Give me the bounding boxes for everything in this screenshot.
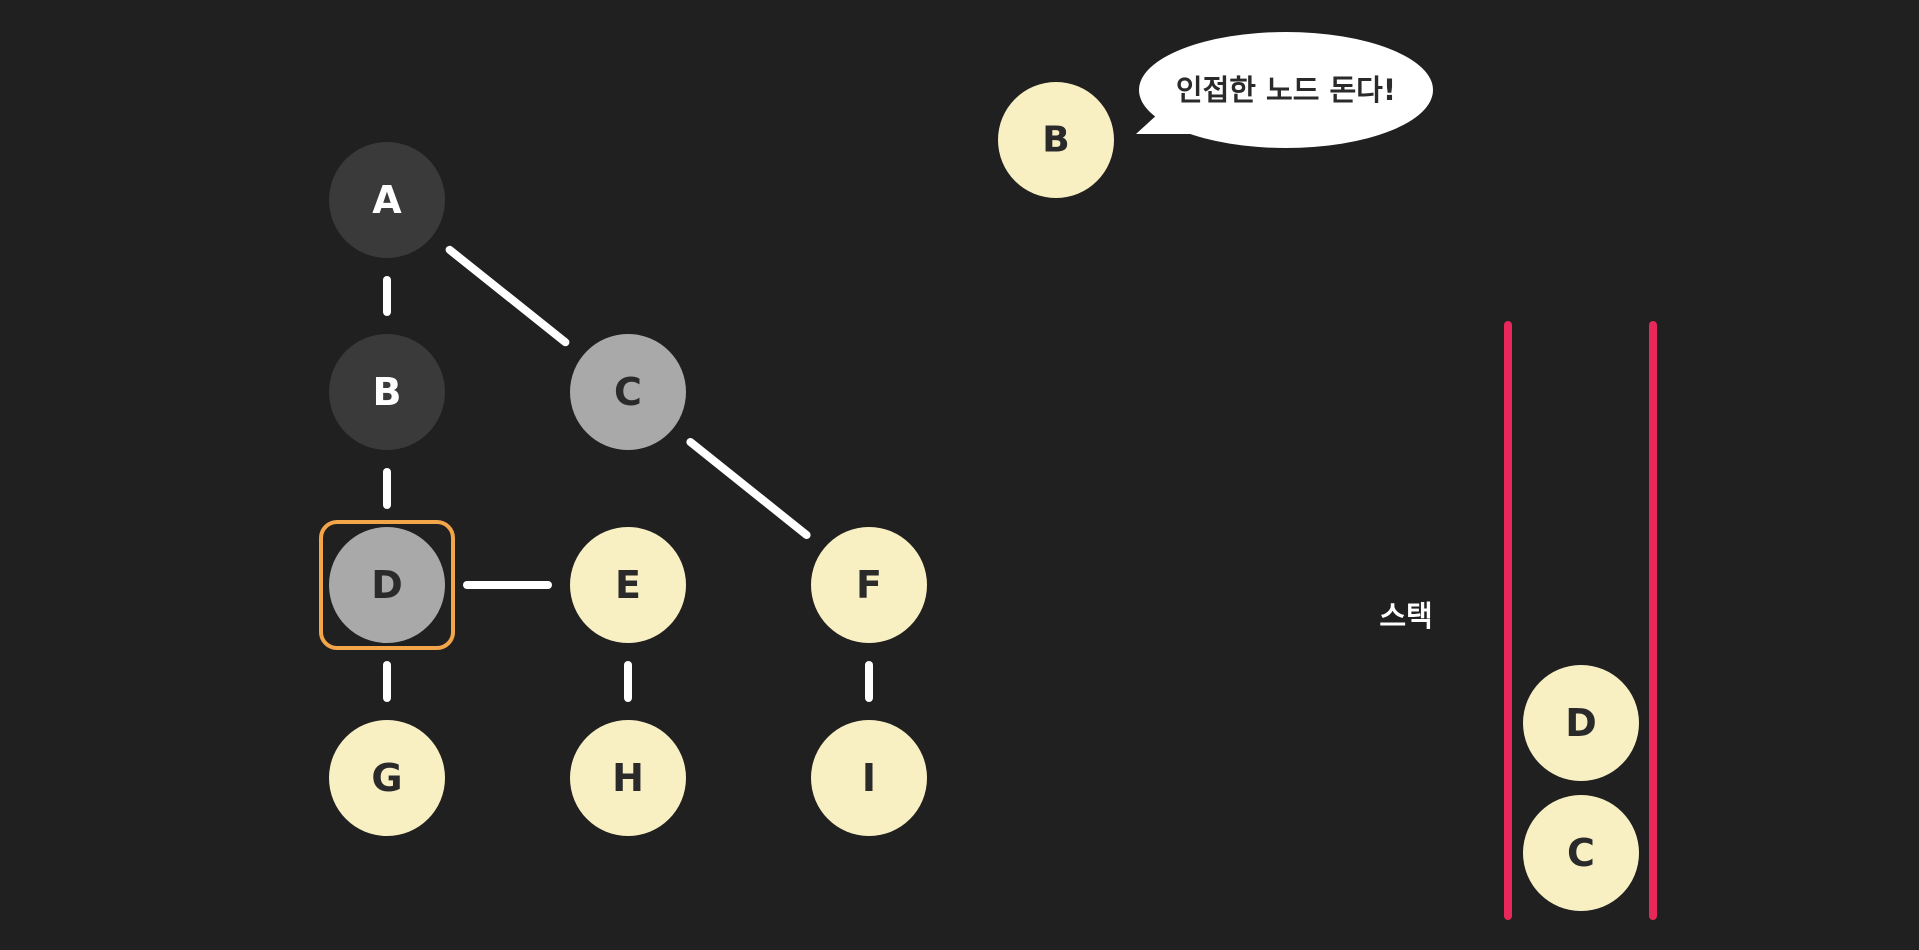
node-label: E (615, 563, 641, 607)
stack-item-c: C (1523, 795, 1639, 911)
node-label: A (372, 178, 402, 222)
node-circle (329, 142, 445, 258)
graph-node-f: F (811, 527, 927, 643)
speech-bubble-body (1139, 32, 1433, 148)
current-node-circle (998, 82, 1114, 198)
graph-node-e: E (570, 527, 686, 643)
stack-items: DC (1523, 665, 1639, 911)
node-circle (570, 334, 686, 450)
edge-a-c (445, 245, 570, 347)
graph-node-i: I (811, 720, 927, 836)
node-circle (329, 527, 445, 643)
node-circle (570, 527, 686, 643)
stack-item-circle (1523, 665, 1639, 781)
node-label: C (614, 370, 642, 414)
graph-node-g: G (329, 720, 445, 836)
current-node-label: B (1042, 120, 1069, 161)
edges-layer (383, 245, 873, 702)
stack-item-label: C (1567, 831, 1595, 875)
node-circle (329, 334, 445, 450)
node-circle (811, 720, 927, 836)
node-label: G (371, 756, 402, 800)
node-label: I (862, 756, 876, 800)
graph-node-b: B (329, 334, 445, 450)
graph-node-a: A (329, 142, 445, 258)
speech-bubble-tail (1136, 112, 1192, 134)
current-node-highlight (319, 520, 455, 650)
stack-item-d: D (1523, 665, 1639, 781)
node-label: B (373, 370, 402, 414)
edge-c-f (686, 438, 811, 539)
current-node-indicator: B (998, 82, 1114, 198)
graph-node-d: D (319, 520, 455, 650)
node-circle (329, 720, 445, 836)
node-label: H (612, 756, 644, 800)
node-label: D (371, 563, 403, 607)
node-label: F (856, 563, 882, 607)
graph-node-h: H (570, 720, 686, 836)
speech-bubble-text: 인접한 노드 돈다! (1176, 73, 1396, 107)
graph-node-c: C (570, 334, 686, 450)
stack-item-label: D (1565, 701, 1597, 745)
node-circle (811, 527, 927, 643)
node-circle (570, 720, 686, 836)
nodes-layer: A B C D E F G H I (319, 142, 927, 836)
stack-label: 스택 (1379, 599, 1432, 633)
stack-item-circle (1523, 795, 1639, 911)
speech-bubble: 인접한 노드 돈다! (1136, 32, 1433, 148)
stack: 스택 DC (1379, 321, 1657, 920)
